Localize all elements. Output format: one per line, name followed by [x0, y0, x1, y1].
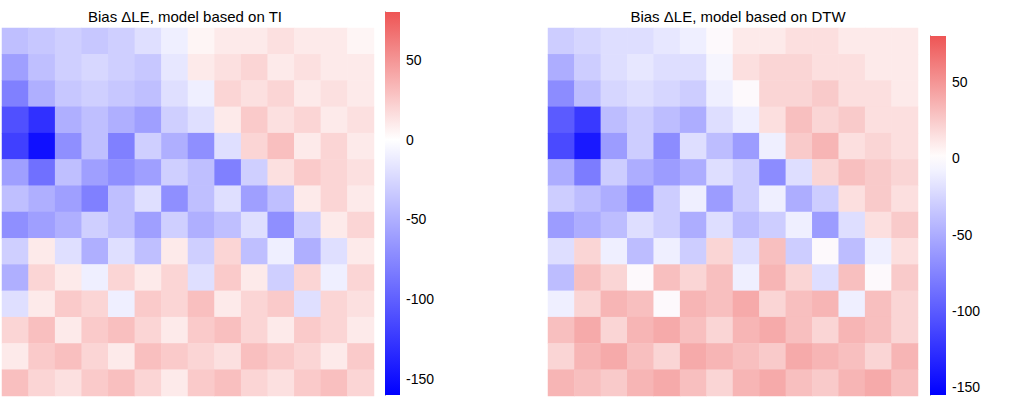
svg-text:-100: -100	[952, 303, 980, 319]
svg-text:-150: -150	[952, 379, 980, 395]
svg-text:0: 0	[952, 150, 960, 166]
svg-text:-50: -50	[952, 227, 972, 243]
svg-text:Bias ΔLE, model based on TI: Bias ΔLE, model based on TI	[88, 8, 282, 25]
svg-text:Bias ΔLE, model based on DTW: Bias ΔLE, model based on DTW	[630, 8, 846, 25]
svg-text:0: 0	[406, 132, 414, 148]
svg-text:50: 50	[952, 74, 968, 90]
svg-text:-100: -100	[406, 291, 434, 307]
svg-text:50: 50	[406, 52, 422, 68]
svg-text:-50: -50	[406, 211, 426, 227]
svg-text:-150: -150	[406, 371, 434, 387]
